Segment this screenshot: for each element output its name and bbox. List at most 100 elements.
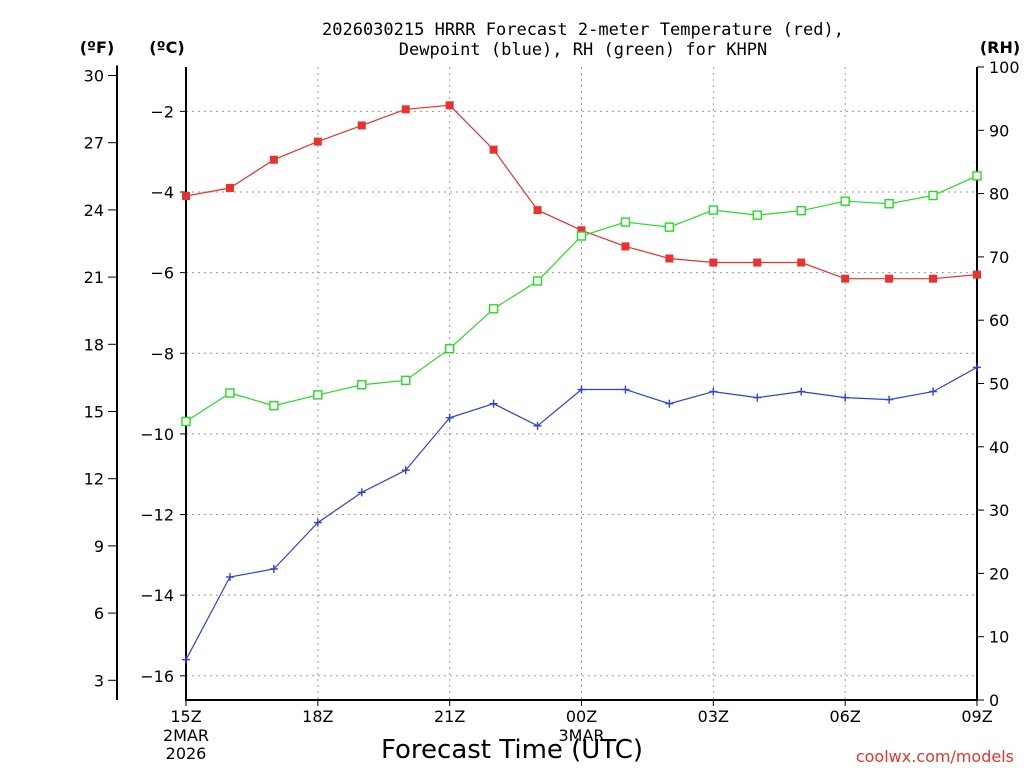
- rh-tick-label: 50: [989, 375, 1009, 394]
- temperature-point: [445, 101, 454, 110]
- celsius-tick-label: −4: [150, 183, 174, 202]
- celsius-tick-label: −8: [150, 344, 174, 363]
- rh-point: [313, 390, 323, 400]
- rh-point: [444, 343, 455, 354]
- gridlines: [185, 67, 978, 700]
- temperature-point: [797, 258, 806, 267]
- rh-point: [796, 205, 806, 216]
- rh-tick-label: 70: [989, 248, 1009, 267]
- temperature-point: [225, 183, 234, 192]
- x-axis-label: Forecast Time (UTC): [381, 735, 643, 765]
- celsius-tick-label: −12: [140, 506, 174, 525]
- credit-label: coolwx.com/models: [856, 747, 1014, 766]
- x-date-label: 2MAR: [163, 726, 209, 745]
- celsius-tick-label: −14: [140, 586, 174, 605]
- temperature-point: [401, 105, 410, 114]
- dewpoint-point: [445, 413, 454, 422]
- dewpoint-point: [665, 399, 674, 408]
- rh-unit-label: (RH): [980, 38, 1020, 57]
- dewpoint-point: [182, 655, 190, 664]
- dewpoint-point: [621, 385, 630, 394]
- rh-tick-label: 100: [989, 58, 1020, 77]
- temperature-point: [665, 254, 674, 263]
- chart-title-line1: 2026030215 HRRR Forecast 2-meter Tempera…: [322, 20, 844, 40]
- rh-point: [181, 416, 191, 427]
- temperature-point: [753, 258, 762, 267]
- dewpoint-point: [797, 387, 806, 396]
- temperature-point: [577, 226, 586, 235]
- rh-point: [357, 380, 367, 390]
- dewpoint-point: [929, 387, 938, 396]
- rh-point: [972, 171, 982, 181]
- x-tick-label: 00Z: [566, 707, 597, 726]
- dewpoint-point: [709, 387, 718, 396]
- dewpoint-point: [533, 421, 542, 430]
- rh-point: [664, 222, 675, 232]
- rh-tick-label: 60: [989, 311, 1009, 330]
- rh-point: [576, 231, 587, 241]
- dewpoint-point: [489, 399, 498, 408]
- plot-frame: [185, 67, 978, 701]
- fahrenheit-tick-label: 27: [84, 134, 104, 153]
- rh-point: [708, 205, 719, 215]
- rh-point: [225, 388, 235, 398]
- dewpoint-point: [401, 466, 410, 475]
- temperature-point: [489, 145, 498, 154]
- dewpoint-point: [225, 573, 234, 582]
- rh-tick-label: 40: [989, 438, 1009, 457]
- x-tick-label: 18Z: [302, 707, 333, 726]
- series-layer: [181, 101, 982, 664]
- temperature-point: [533, 206, 542, 215]
- x-date-label: 3MAR: [558, 726, 604, 745]
- x-tick-label: 21Z: [434, 707, 465, 726]
- temperature-point: [269, 155, 278, 164]
- x-tick-label: 09Z: [961, 707, 992, 726]
- x-tick-label: 15Z: [170, 707, 201, 726]
- fahrenheit-tick-label: 6: [94, 604, 104, 623]
- fahrenheit-tick-label: 24: [84, 201, 104, 220]
- dewpoint-point: [841, 393, 850, 402]
- fahrenheit-tick-label: 12: [84, 470, 104, 489]
- dewpoint-series-line: [185, 366, 978, 660]
- fahrenheit-tick-label: 21: [84, 268, 104, 287]
- rh-tick-label: 90: [989, 121, 1009, 140]
- dewpoint-point: [313, 518, 322, 527]
- rh-point: [620, 217, 631, 227]
- fahrenheit-tick-label: 30: [84, 67, 104, 86]
- celsius-tick-label: −10: [140, 425, 174, 444]
- rh-point: [269, 400, 279, 411]
- temperature-point: [182, 192, 190, 201]
- rh-tick-label: 20: [989, 564, 1009, 583]
- temperature-point: [929, 274, 938, 283]
- celsius-tick-label: −2: [150, 102, 174, 121]
- fahrenheit-unit-label: (ºF): [80, 38, 115, 57]
- celsius-tick-label: −16: [140, 667, 174, 686]
- temperature-point: [357, 121, 366, 130]
- temperature-point: [885, 274, 894, 283]
- celsius-tick-label: −6: [150, 264, 174, 283]
- rh-point: [928, 190, 938, 201]
- temperature-point: [841, 274, 850, 283]
- temperature-point: [313, 137, 322, 146]
- dewpoint-point: [973, 363, 981, 372]
- rh-point: [884, 199, 894, 209]
- dewpoint-point: [577, 385, 586, 394]
- rh-tick-label: 10: [989, 628, 1009, 647]
- fahrenheit-tick-label: 15: [84, 402, 104, 421]
- rh-tick-label: 30: [989, 501, 1009, 520]
- rh-point: [752, 210, 762, 220]
- x-year-label: 2026: [166, 744, 207, 763]
- celsius-unit-label: (ºC): [149, 38, 184, 57]
- rh-tick-label: 0: [989, 691, 999, 710]
- fahrenheit-tick-label: 18: [84, 335, 104, 354]
- x-tick-label: 03Z: [698, 707, 729, 726]
- axes: [108, 65, 984, 706]
- x-tick-label: 06Z: [830, 707, 861, 726]
- dewpoint-point: [357, 488, 366, 497]
- dewpoint-point: [269, 564, 278, 573]
- rh-point: [401, 375, 411, 386]
- temperature-point: [973, 270, 981, 279]
- chart-title-line2: Dewpoint (blue), RH (green) for KHPN: [399, 40, 767, 60]
